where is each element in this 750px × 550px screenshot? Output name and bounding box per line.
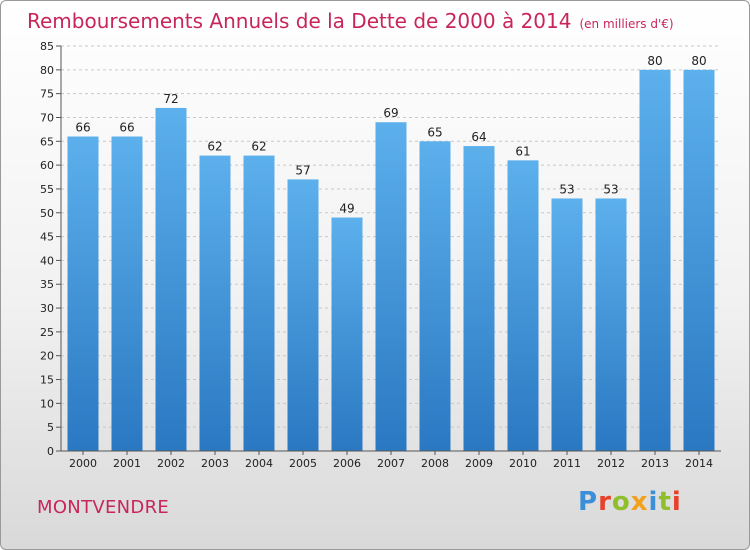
y-tick-label: 80: [40, 64, 54, 77]
proxiti-logo: Proxiti: [578, 487, 682, 517]
x-tick-label: 2009: [465, 457, 493, 470]
bar: [376, 122, 407, 451]
y-tick-label: 75: [40, 88, 54, 101]
y-tick-label: 25: [40, 326, 54, 339]
bar: [640, 70, 671, 451]
x-tick-label: 2012: [597, 457, 625, 470]
bar: [288, 179, 319, 451]
bar: [596, 198, 627, 451]
bar: [332, 218, 363, 451]
x-tick-label: 2008: [421, 457, 449, 470]
bar-value-label: 64: [471, 130, 486, 144]
y-tick-label: 15: [40, 374, 54, 387]
bar-value-label: 62: [207, 140, 222, 154]
bar: [244, 156, 275, 451]
y-tick-label: 65: [40, 135, 54, 148]
y-tick-label: 60: [40, 159, 54, 172]
x-tick-label: 2001: [113, 457, 141, 470]
y-tick-label: 40: [40, 254, 54, 267]
y-tick-label: 55: [40, 183, 54, 196]
bar-value-label: 80: [647, 54, 662, 68]
logo-letter: t: [658, 487, 671, 517]
bar: [552, 198, 583, 451]
bar-value-label: 66: [119, 121, 134, 135]
logo-letter: r: [598, 487, 612, 517]
bar-value-label: 69: [383, 106, 398, 120]
bar-value-label: 62: [251, 140, 266, 154]
bar: [200, 156, 231, 451]
bars: 66 66 72 62 62 57 49 69 65 64 61 53 53 80 80: [68, 54, 715, 451]
y-tick-label: 20: [40, 350, 54, 363]
x-tick-label: 2006: [333, 457, 361, 470]
bar-value-label: 65: [427, 125, 442, 139]
x-tick-label: 2010: [509, 457, 537, 470]
bar-value-label: 49: [339, 202, 354, 216]
x-tick-label: 2013: [641, 457, 669, 470]
bar-value-label: 61: [515, 144, 530, 158]
logo-letter: o: [612, 487, 631, 517]
bar-value-label: 80: [691, 54, 706, 68]
logo-letter: P: [578, 487, 598, 517]
bar-value-label: 53: [559, 182, 574, 196]
x-tick-label: 2011: [553, 457, 581, 470]
y-tick-label: 85: [40, 40, 54, 53]
x-tick-label: 2002: [157, 457, 185, 470]
y-tick-label: 0: [47, 445, 54, 458]
bar: [420, 141, 451, 451]
x-tick-label: 2007: [377, 457, 405, 470]
bar: [156, 108, 187, 451]
bar-value-label: 53: [603, 182, 618, 196]
bar: [464, 146, 495, 451]
x-tick-label: 2014: [685, 457, 713, 470]
x-tick-label: 2000: [69, 457, 97, 470]
y-tick-label: 5: [47, 421, 54, 434]
x-tick-label: 2003: [201, 457, 229, 470]
y-tick-label: 45: [40, 231, 54, 244]
logo-letter: i: [672, 487, 682, 517]
bar: [112, 137, 143, 451]
y-tick-label: 10: [40, 397, 54, 410]
bar-value-label: 72: [163, 92, 178, 106]
x-tick-label: 2005: [289, 457, 317, 470]
bar: [68, 137, 99, 451]
logo-letter: x: [631, 487, 649, 517]
y-tick-label: 50: [40, 207, 54, 220]
bar: [508, 160, 539, 451]
commune-name: MONTVENDRE: [37, 497, 169, 518]
x-tick-label: 2004: [245, 457, 273, 470]
y-tick-label: 35: [40, 278, 54, 291]
bar-value-label: 57: [295, 163, 310, 177]
y-tick-label: 70: [40, 111, 54, 124]
bar: [684, 70, 715, 451]
chart-frame: Remboursements Annuels de la Dette de 20…: [0, 0, 750, 550]
logo-letter: i: [649, 487, 659, 517]
bar-value-label: 66: [75, 121, 90, 135]
y-tick-label: 30: [40, 302, 54, 315]
bar-chart: 66 66 72 62 62 57 49 69 65 64 61 53 53 80 80 0 5 10 15 20 2…: [1, 1, 749, 549]
